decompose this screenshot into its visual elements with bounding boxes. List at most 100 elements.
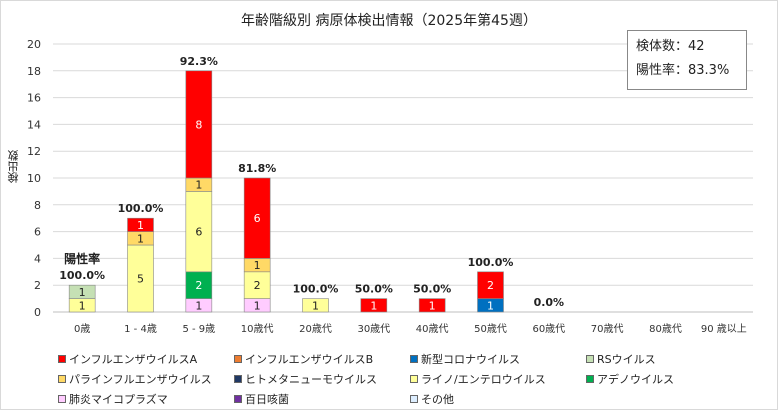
bar-segment — [243, 177, 271, 259]
legend-label: RSウイルス — [597, 353, 656, 366]
data-label: 1 — [195, 299, 202, 312]
data-label: 1 — [370, 299, 377, 312]
legend-swatch — [410, 355, 418, 363]
data-label: 6 — [254, 212, 261, 225]
data-label: 1 — [79, 299, 86, 312]
y-tick-label: 8 — [34, 199, 41, 212]
legend-swatch — [586, 355, 594, 363]
legend-item: ヒトメタニューモウイルス — [234, 371, 377, 387]
data-label: 1 — [429, 299, 436, 312]
summary-box: 検体数：42 陽性率：83.3% — [627, 30, 747, 90]
data-label: 1 — [195, 179, 202, 192]
bar-segment — [360, 298, 388, 313]
y-tick-label: 16 — [27, 92, 41, 105]
overall-positivity: 陽性率：83.3% — [636, 63, 730, 78]
legend-item: アデノウイルス — [586, 371, 674, 387]
legend-label: インフルエンザウイルスA — [69, 353, 198, 366]
data-label: 1 — [137, 219, 144, 232]
legend-label: アデノウイルス — [597, 373, 674, 386]
data-label: 6 — [195, 226, 202, 239]
legend-swatch — [58, 375, 66, 383]
x-tick-label: 5 - 9歳 — [182, 323, 215, 335]
legend-label: パラインフルエンザウイルス — [69, 373, 212, 386]
data-label: 1 — [312, 299, 319, 312]
y-tick-label: 6 — [34, 226, 41, 239]
y-tick-label: 10 — [27, 172, 41, 185]
data-label: 1 — [254, 259, 261, 272]
x-tick-label: 60歳代 — [532, 323, 565, 335]
legend-swatch — [410, 375, 418, 383]
legend-item: インフルエンザウイルスB — [234, 351, 373, 367]
x-tick-label: 0歳 — [74, 323, 90, 335]
bar-segment — [243, 271, 271, 299]
legend-label: 百日咳菌 — [245, 393, 289, 406]
legend-label: その他 — [421, 393, 454, 406]
legend-label: ライノ/エンテロウイルス — [421, 373, 546, 386]
positivity-rate-label: 100.0% — [293, 283, 339, 296]
legend-item: パラインフルエンザウイルス — [58, 371, 212, 387]
specimen-count: 検体数：42 — [636, 39, 705, 54]
x-tick-label: 70歳代 — [591, 323, 624, 335]
y-tick-label: 14 — [27, 118, 41, 131]
bar-segment — [418, 298, 446, 313]
data-label: 2 — [195, 279, 202, 292]
x-tick-label: 50歳代 — [474, 323, 507, 335]
chart-title: 年齢階級別 病原体検出情報（2025年第45週） — [241, 13, 537, 29]
bar-segment — [185, 271, 213, 299]
positivity-rate-label: 50.0% — [413, 283, 451, 296]
bar-segment — [185, 191, 213, 273]
x-tick-label: 80歳代 — [649, 323, 682, 335]
y-tick-label: 2 — [34, 279, 41, 292]
bar-segment — [68, 284, 96, 299]
x-tick-label: 30歳代 — [357, 323, 390, 335]
legend-item: 新型コロナウイルス — [410, 351, 520, 367]
data-label: 2 — [254, 279, 261, 292]
legend-label: インフルエンザウイルスB — [245, 353, 374, 366]
legend-item: 百日咳菌 — [234, 391, 289, 407]
legend-swatch — [58, 355, 66, 363]
legend-swatch — [58, 395, 66, 403]
legend-label: ヒトメタニューモウイルス — [245, 373, 377, 386]
bar-segment — [127, 244, 154, 313]
data-label: 5 — [137, 273, 144, 286]
positivity-rate-label: 100.0% — [59, 269, 105, 282]
legend-item: RSウイルス — [586, 351, 656, 367]
data-label: 1 — [79, 286, 86, 299]
positivity-rate-label: 92.3% — [180, 55, 218, 68]
positivity-rate-label: 81.8% — [238, 162, 276, 175]
y-tick-label: 20 — [27, 38, 41, 51]
legend-item: ライノ/エンテロウイルス — [410, 371, 546, 387]
x-tick-label: 20歳代 — [299, 323, 332, 335]
y-tick-label: 4 — [34, 252, 41, 265]
legend-label: 新型コロナウイルス — [421, 353, 520, 366]
legend-swatch — [234, 395, 242, 403]
x-tick-label: 10歳代 — [241, 323, 274, 335]
legend-item: 肺炎マイコプラズマ — [58, 391, 168, 407]
legend-swatch — [234, 375, 242, 383]
y-tick-label: 0 — [34, 306, 41, 319]
bar-segment — [477, 271, 504, 299]
legend-item: その他 — [410, 391, 454, 407]
legend-swatch — [234, 355, 242, 363]
legend-swatch — [586, 375, 594, 383]
data-label: 1 — [254, 299, 261, 312]
data-label: 2 — [487, 279, 494, 292]
bar-segment — [302, 298, 329, 313]
legend-swatch — [410, 395, 418, 403]
positivity-rate-label: 100.0% — [468, 256, 514, 269]
x-tick-label: 90 歳以上 — [701, 323, 747, 335]
data-label: 1 — [137, 232, 144, 245]
x-tick-label: 40歳代 — [416, 323, 449, 335]
legend-label: 肺炎マイコプラズマ — [69, 393, 168, 406]
positivity-rate-label: 0.0% — [534, 296, 565, 309]
y-tick-label: 12 — [27, 145, 41, 158]
x-tick-label: 1 - 4歳 — [124, 323, 157, 335]
bar-segment — [185, 70, 213, 179]
legend-item: インフルエンザウイルスA — [58, 351, 197, 367]
positivity-rate-heading: 陽性率 — [64, 251, 100, 266]
data-label: 8 — [195, 118, 202, 131]
y-tick-label: 18 — [27, 65, 41, 78]
bar-segment — [127, 217, 154, 232]
positivity-rate-label: 100.0% — [118, 202, 164, 215]
